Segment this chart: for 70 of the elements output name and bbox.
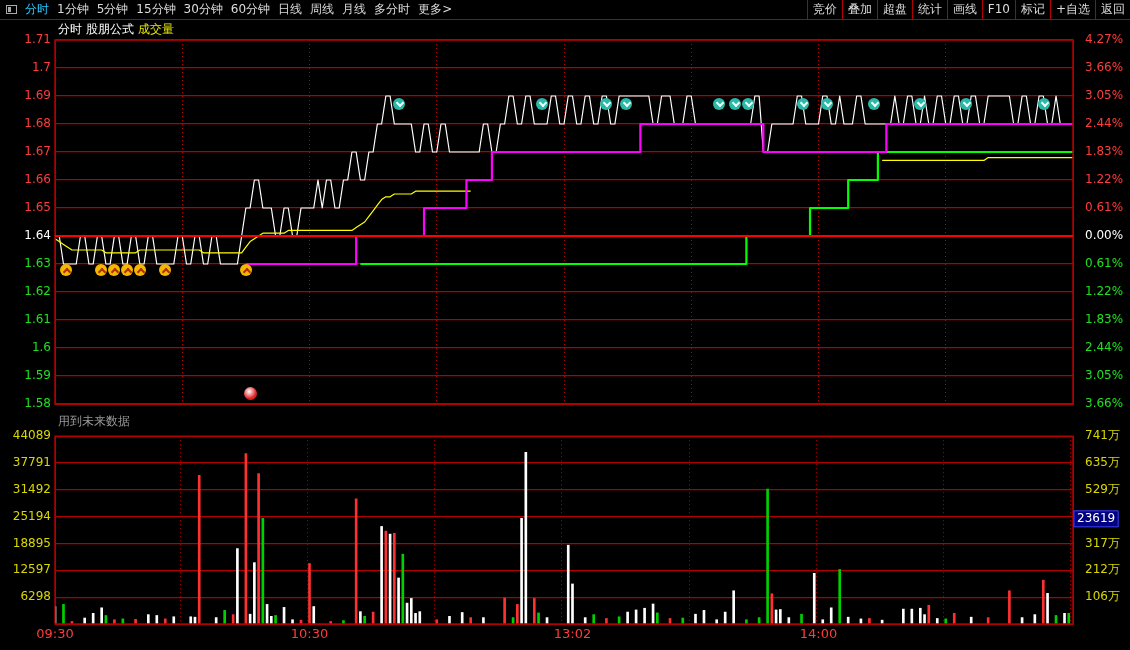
text: 日线 (278, 1, 303, 18)
text: 多分时 (374, 1, 411, 18)
y2-tick-label: 1.22% (1085, 284, 1124, 299)
text: 60分钟 (230, 1, 271, 18)
y2-tick-label: 3.66% (1085, 396, 1124, 411)
y-tick-label: 1.68 (24, 116, 51, 131)
text: 用到未来数据 (58, 413, 130, 430)
y2-tick-label: 741万 (1085, 428, 1120, 443)
text: F10 (981, 0, 1015, 19)
y-tick-label: 1.66 (24, 172, 51, 187)
text: 叠加 (841, 0, 877, 19)
text: 15分钟 (136, 1, 176, 18)
text: 周线 (310, 1, 335, 18)
y2-tick-label: 1.83% (1085, 144, 1124, 159)
x-tick-label: 10:30 (290, 626, 329, 642)
x-tick-label: 09:30 (36, 626, 74, 642)
y2-tick-label: 0.61% (1085, 200, 1124, 215)
text: 分时 (25, 1, 49, 18)
x-tick-label: 13:02 (553, 626, 592, 642)
y-tick-label: 1.69 (24, 88, 51, 103)
text: 1分钟 (57, 1, 89, 18)
text: 画线 (946, 0, 982, 19)
y2-tick-label: 2.44% (1085, 116, 1124, 131)
text: 统计 (911, 0, 947, 19)
y-tick-label: 1.67 (24, 144, 51, 159)
text: 更多> (418, 1, 453, 18)
y-tick-label: 1.65 (24, 200, 51, 215)
y2-tick-label: 3.66% (1085, 60, 1124, 75)
y2-tick-label: 1.83% (1085, 312, 1124, 327)
y2-tick-label: 3.05% (1085, 88, 1124, 103)
y-tick-label: 31492 (12, 481, 51, 496)
y2-tick-label: 1.22% (1085, 172, 1124, 187)
y-tick-label: 1.6 (31, 340, 51, 355)
text: 返回 (1095, 0, 1130, 19)
y-tick-label: 6298 (20, 589, 51, 604)
y-tick-label: 1.63 (24, 256, 51, 271)
y2-tick-label: 3.05% (1085, 368, 1124, 383)
y-tick-label: 1.58 (24, 396, 51, 411)
text: 成交量 (137, 22, 174, 36)
text: 月线 (342, 1, 367, 18)
y-tick-label: 1.61 (24, 312, 51, 327)
chart-title: 分时 (58, 22, 83, 36)
y-tick-label: 12597 (12, 562, 51, 577)
y-tick-label: 1.7 (31, 60, 51, 75)
y2-tick-label: 0.61% (1085, 256, 1124, 271)
y-tick-label: 1.64 (24, 228, 51, 243)
text: 超盘 (876, 0, 912, 19)
y-tick-label: 1.62 (24, 284, 51, 299)
x-tick-label: 14:00 (799, 626, 838, 642)
text: 标记 (1014, 0, 1050, 19)
y-tick-label: 25194 (12, 508, 51, 523)
text: 23619 (1077, 510, 1116, 525)
y-tick-label: 18895 (12, 535, 51, 550)
text: 竞价 (806, 0, 842, 19)
y2-tick-label: 529万 (1085, 482, 1120, 497)
y-tick-label: 44089 (12, 428, 51, 443)
y2-tick-label: 0.00% (1085, 228, 1124, 243)
y-tick-label: 1.59 (24, 368, 51, 383)
text: 30分钟 (183, 1, 223, 18)
text: 5分钟 (96, 1, 129, 18)
y2-tick-label: 635万 (1085, 455, 1120, 470)
y2-tick-label: 317万 (1085, 535, 1120, 550)
y2-tick-label: 212万 (1085, 562, 1120, 577)
y2-tick-label: 4.27% (1085, 32, 1124, 47)
text: +自选 (1049, 0, 1095, 19)
y-tick-label: 37791 (12, 455, 51, 470)
y2-tick-label: 2.44% (1085, 340, 1124, 355)
chart-subtitle: 股朋公式 (85, 22, 135, 36)
y-tick-label: 1.71 (24, 32, 51, 47)
y2-tick-label: 106万 (1085, 589, 1120, 604)
